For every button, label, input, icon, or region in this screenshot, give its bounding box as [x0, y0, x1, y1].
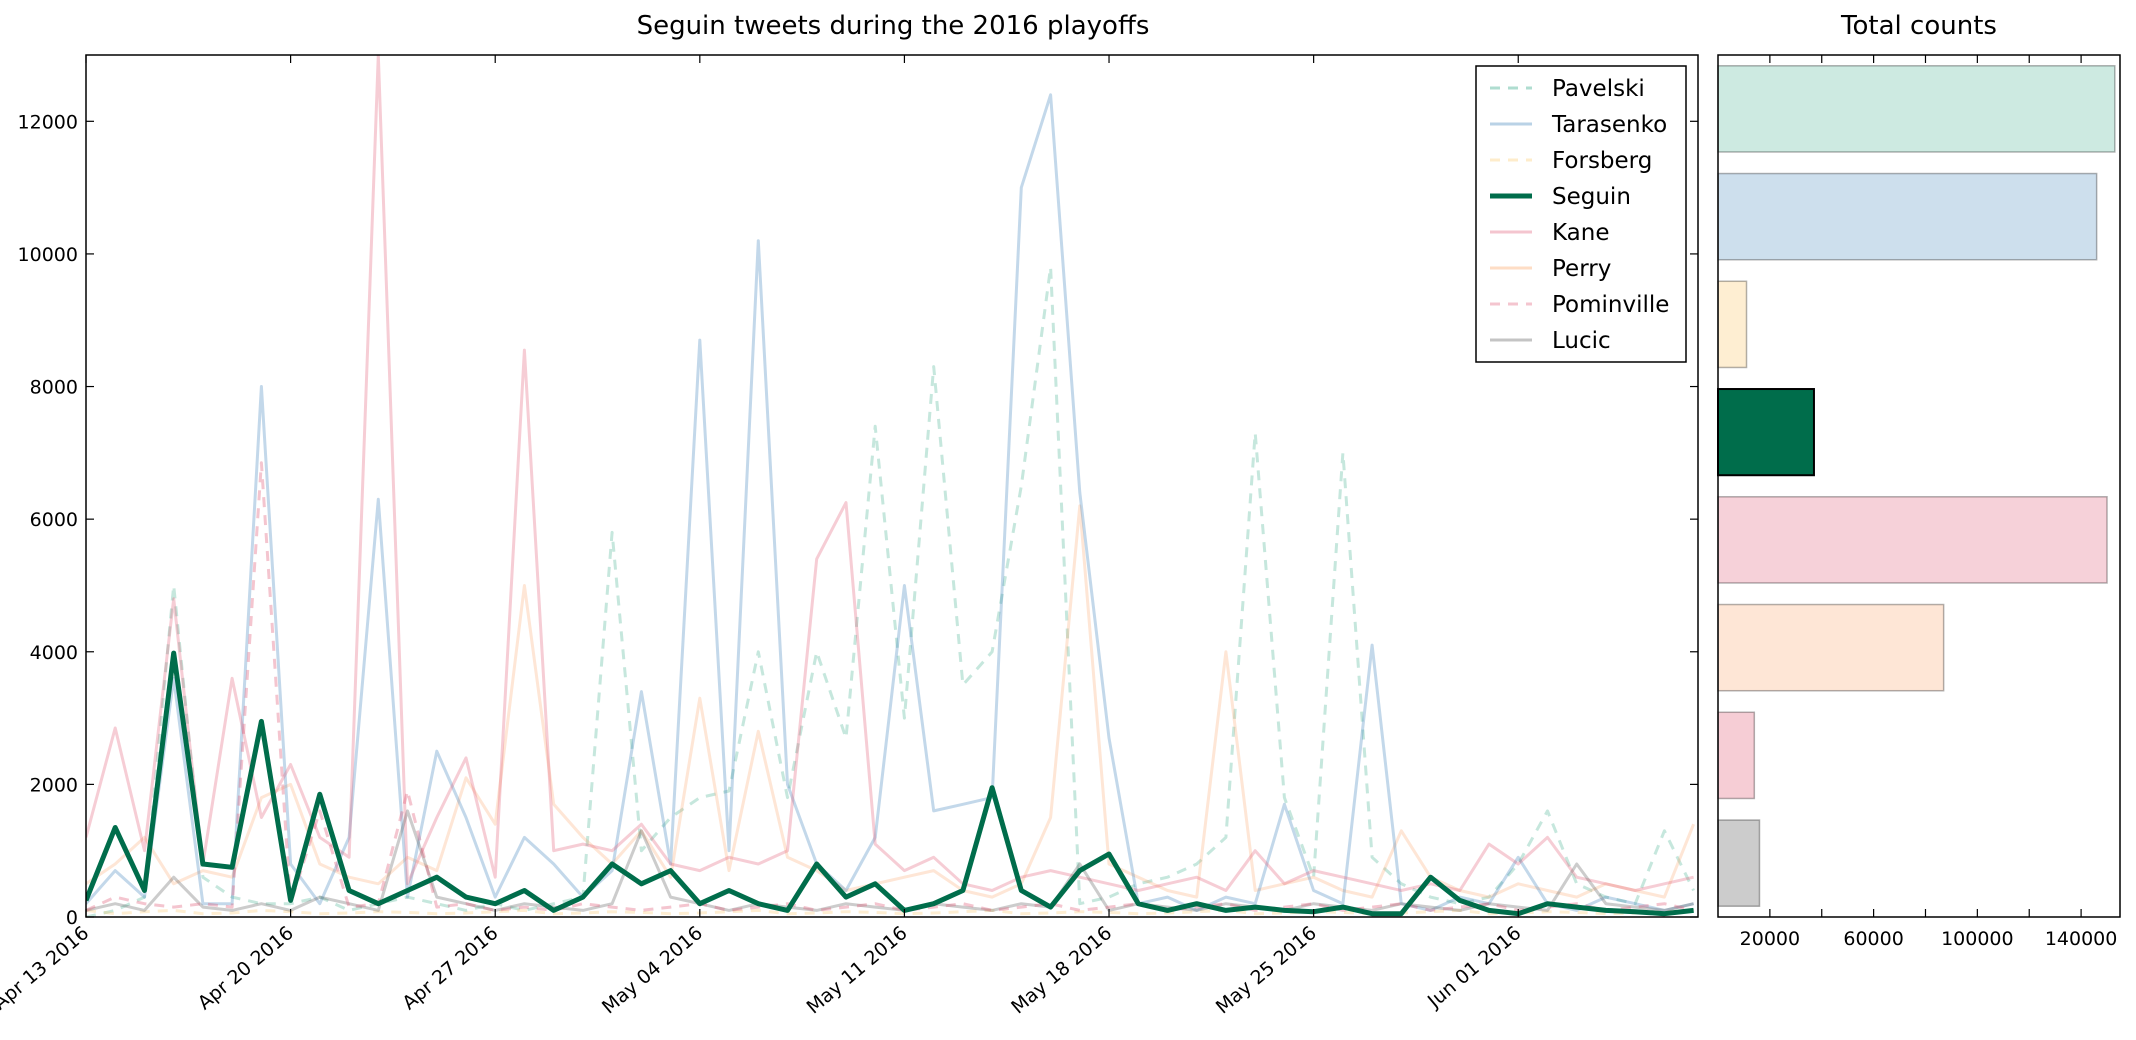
bar-axes: 20000 60000 100000 140000: [1717, 54, 2121, 950]
y-tick-label: 2000: [30, 774, 78, 796]
y-tick-label: 0: [66, 907, 78, 929]
x-tick-label: May 25 2016: [1212, 922, 1321, 1018]
x-tick-label: May 11 2016: [803, 922, 912, 1018]
y-tick-label: 6000: [30, 509, 78, 531]
bar-pavelski: [1717, 65, 2116, 153]
bar-chart: 20000 60000 100000 140000: [1717, 54, 2121, 950]
bar-x-tick-label: 60000: [1843, 928, 1903, 950]
x-tick-label: May 04 2016: [598, 922, 707, 1018]
bar-tarasenko: [1717, 172, 2098, 261]
series-line-perry: [86, 504, 1695, 899]
line-chart-title: Seguin tweets during the 2016 playoffs: [637, 11, 1150, 41]
bar-kane: [1717, 496, 2108, 584]
x-tick-label: Apr 20 2016: [194, 922, 298, 1014]
bar-plot-frame: [1717, 54, 2121, 918]
bar-chart-title: Total counts: [1840, 11, 1997, 41]
legend-label-pavelski: Pavelski: [1552, 76, 1645, 102]
series-line-forsberg: [86, 908, 1694, 916]
series-line-kane: [86, 55, 1694, 892]
line-series-group: [86, 55, 1695, 917]
x-tick-label: Apr 13 2016: [0, 922, 93, 1014]
legend-label-lucic: Lucic: [1552, 328, 1611, 354]
legend-box: [1475, 65, 1687, 363]
series-line-seguin: [86, 650, 1694, 917]
y-tick-label: 4000: [30, 642, 78, 664]
series-line-tarasenko: [86, 93, 1694, 912]
y-tick-label: 12000: [18, 111, 78, 133]
legend-label-forsberg: Forsberg: [1552, 148, 1652, 174]
series-line-pavelski: [86, 265, 1695, 917]
line-chart: 0 2000 4000 6000 8000 10000 12000 Apr 13 2016 Ap…: [0, 54, 1699, 1018]
bar-perry: [1717, 603, 1945, 692]
x-tick-label: Jun 01 2016: [1423, 922, 1525, 1013]
bar-seguin: [1717, 388, 1815, 477]
series-line-lucic: [86, 809, 1694, 912]
bar-x-tick-label: 140000: [2045, 928, 2118, 950]
x-tick-label: Apr 27 2016: [398, 922, 502, 1014]
legend-label-kane: Kane: [1552, 220, 1610, 246]
legend: Pavelski Tarasenko Forsberg Seguin Kane Perry…: [1475, 65, 1687, 363]
bar-forsberg: [1717, 280, 1748, 369]
x-tick-label: May 18 2016: [1007, 922, 1116, 1018]
y-tick-label: 10000: [18, 244, 78, 266]
legend-label-perry: Perry: [1552, 256, 1611, 282]
bar-pominville: [1717, 711, 1756, 800]
bar-lucic: [1717, 819, 1761, 907]
series-line-pominville: [86, 461, 1694, 912]
legend-label-tarasenko: Tarasenko: [1551, 112, 1667, 138]
bar-x-tick-label: 100000: [1941, 928, 2014, 950]
legend-label-seguin: Seguin: [1552, 184, 1631, 210]
bars-group: [1717, 65, 2116, 907]
line-plot-frame: [85, 54, 1699, 918]
y-tick-label: 8000: [30, 377, 78, 399]
bar-x-tick-label: 20000: [1740, 928, 1800, 950]
legend-label-pominville: Pominville: [1552, 292, 1669, 318]
